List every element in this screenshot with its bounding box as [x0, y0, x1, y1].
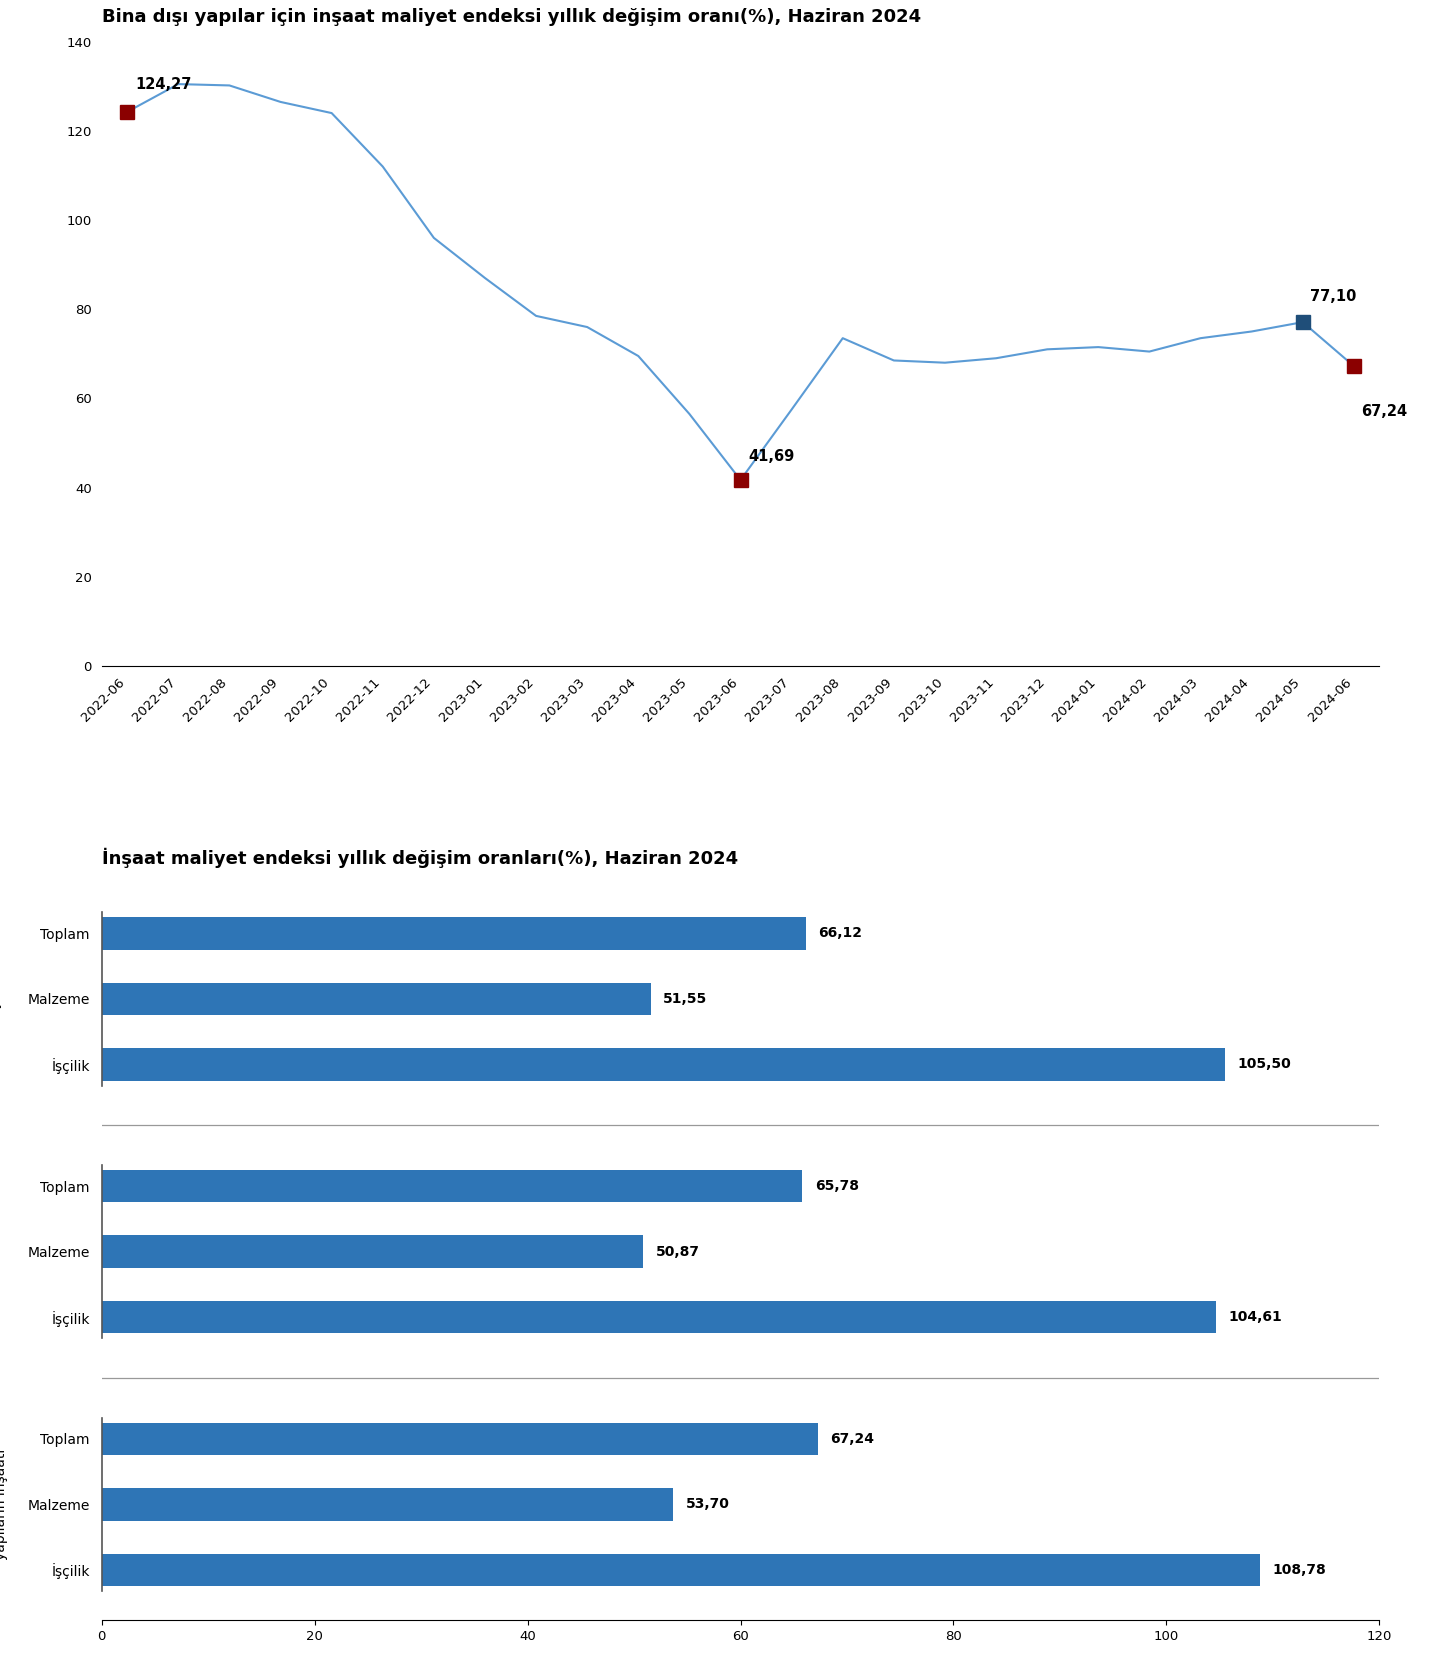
Text: 124,27: 124,27	[135, 77, 192, 92]
Bar	[102, 1049, 1225, 1080]
Text: 67,24: 67,24	[831, 1431, 874, 1446]
Bar	[102, 1171, 802, 1202]
Text: Bina dışı
yapıların inşaatı: Bina dışı yapıların inşaatı	[0, 1450, 9, 1560]
Bar	[102, 1553, 1260, 1586]
Text: Bina dışı yapılar için inşaat maliyet endeksi yıllık değişim oranı(%), Haziran 2: Bina dışı yapılar için inşaat maliyet en…	[102, 8, 921, 27]
Bar	[102, 1488, 674, 1521]
Text: 65,78: 65,78	[815, 1179, 858, 1192]
Text: 105,50: 105,50	[1237, 1057, 1291, 1072]
Text: 66,12: 66,12	[819, 927, 862, 940]
Text: 50,87: 50,87	[656, 1244, 700, 1259]
Text: 41,69: 41,69	[748, 449, 794, 464]
Bar	[102, 1236, 643, 1268]
Text: 51,55: 51,55	[664, 992, 707, 1005]
Text: 53,70: 53,70	[687, 1498, 730, 1511]
Text: 67,24: 67,24	[1362, 404, 1407, 419]
Bar	[102, 1301, 1215, 1333]
Text: 104,61: 104,61	[1228, 1311, 1282, 1324]
Bar	[102, 982, 650, 1015]
Text: 77,10: 77,10	[1310, 289, 1356, 304]
Bar	[102, 917, 806, 950]
Bar	[102, 1423, 817, 1455]
Text: İnşaat maliyet endeksi yıllık değişim oranları(%), Haziran 2024: İnşaat maliyet endeksi yıllık değişim or…	[102, 848, 738, 868]
Text: 108,78: 108,78	[1273, 1563, 1327, 1576]
